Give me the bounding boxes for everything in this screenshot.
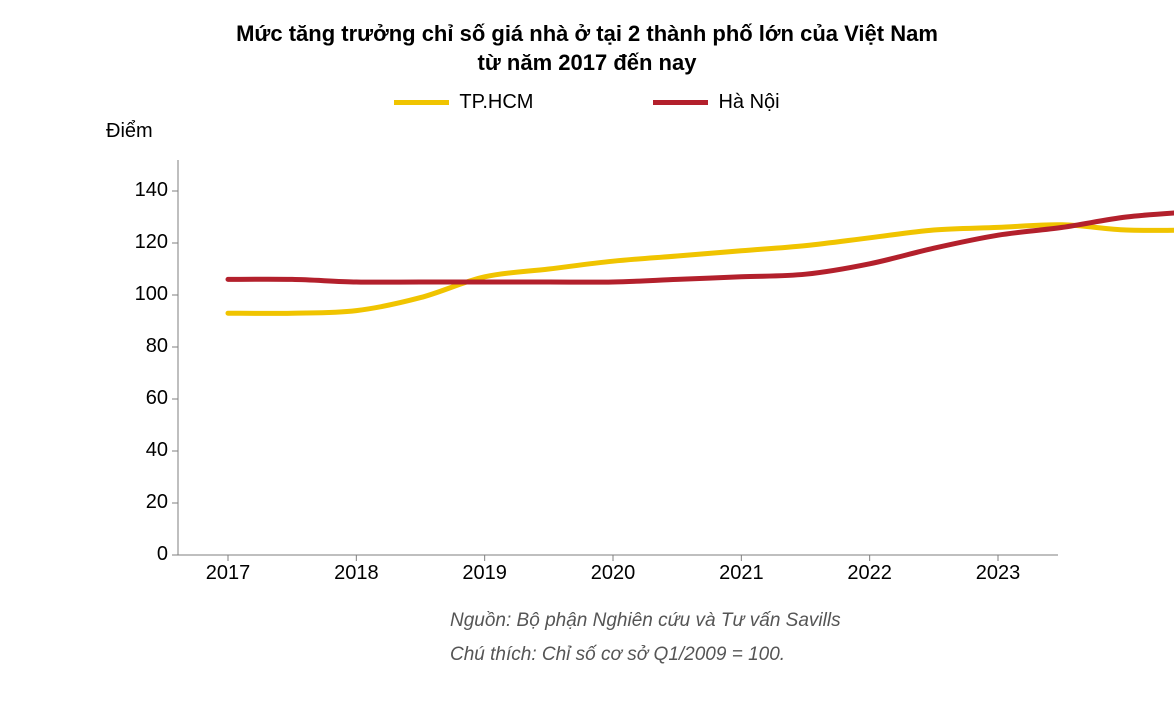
series-line-h-n-i <box>228 212 1174 282</box>
chart-container: Mức tăng trưởng chỉ số giá nhà ở tại 2 t… <box>0 0 1174 721</box>
series-line-tp-hcm <box>228 225 1174 314</box>
footnote-note: Chú thích: Chỉ số cơ sở Q1/2009 = 100. <box>450 644 785 666</box>
footnote-source: Nguồn: Bộ phận Nghiên cứu và Tư vấn Savi… <box>450 610 841 632</box>
